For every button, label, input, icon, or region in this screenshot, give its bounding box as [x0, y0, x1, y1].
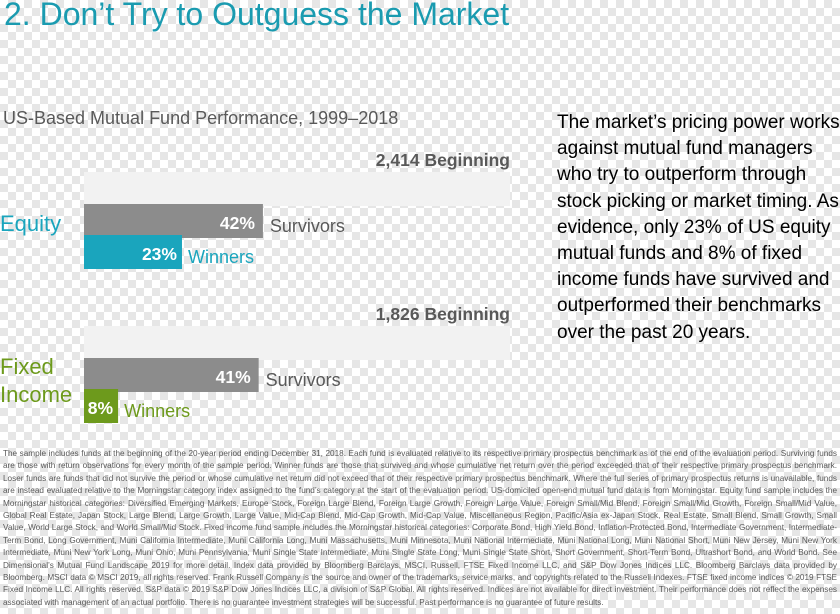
winners-value-label: 23%	[142, 244, 177, 264]
slide-title: 2. Don’t Try to Outguess the Market	[4, 0, 510, 32]
winners-series-label: Winners	[124, 401, 190, 421]
winners-bar	[84, 235, 182, 269]
survivors-value-label: 42%	[220, 213, 255, 233]
beginning-label: 1,826 Beginning	[376, 304, 510, 324]
winners-bar	[84, 389, 119, 423]
category-label: Equity	[0, 211, 61, 236]
chart-title: US-Based Mutual Fund Performance, 1999–2…	[3, 108, 399, 128]
survivors-bar	[84, 358, 259, 392]
beginning-bar	[84, 326, 510, 360]
side-commentary: The market’s pricing power works against…	[557, 112, 840, 343]
winners-series-label: Winners	[188, 247, 254, 267]
winners-value-label: 8%	[88, 398, 114, 418]
survivors-series-label: Survivors	[270, 216, 345, 236]
beginning-label: 2,414 Beginning	[376, 150, 510, 170]
survivors-series-label: Survivors	[266, 370, 341, 390]
beginning-bar	[84, 172, 510, 206]
footnote-disclosure: The sample includes funds at the beginni…	[3, 449, 837, 607]
fund-performance-chart: 2,414 Beginning 42% Survivors 23% Winners Equ…	[0, 150, 510, 423]
category-label: Fixed	[0, 354, 54, 379]
survivors-value-label: 41%	[216, 367, 251, 387]
survivors-bar	[84, 204, 263, 238]
category-label: Income	[0, 382, 72, 407]
